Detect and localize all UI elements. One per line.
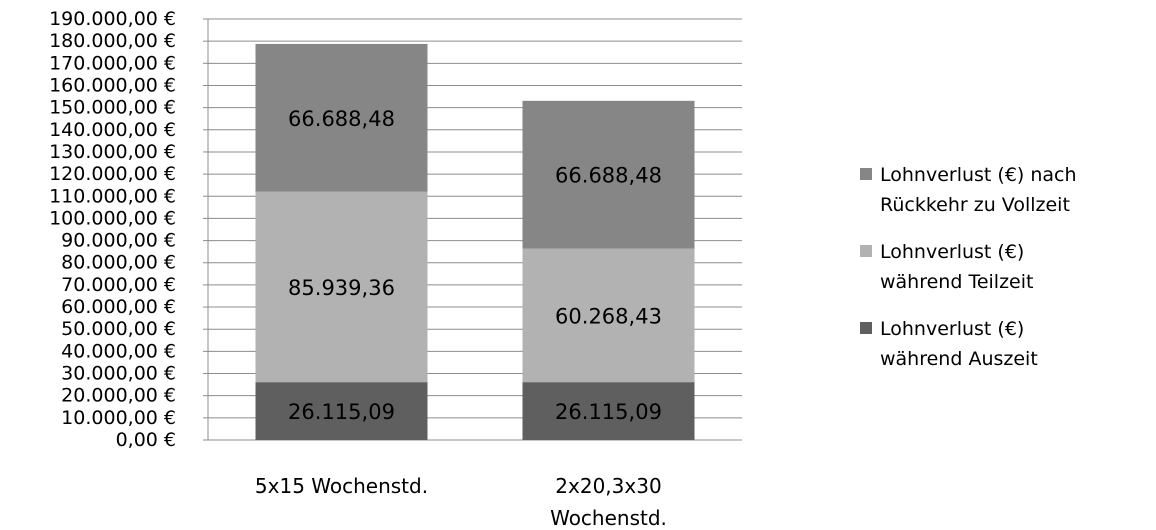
x-tick-label: 2x20,3x30 bbox=[555, 474, 661, 498]
data-label: 26.115,09 bbox=[288, 400, 395, 424]
y-tick-label: 150.000,00 € bbox=[49, 97, 176, 119]
data-label: 26.115,09 bbox=[555, 400, 662, 424]
data-label: 66.688,48 bbox=[555, 164, 662, 188]
bar-segment bbox=[255, 191, 428, 383]
data-label: 60.268,43 bbox=[555, 304, 662, 328]
y-tick-label: 140.000,00 € bbox=[49, 119, 176, 141]
y-tick-label: 20.000,00 € bbox=[61, 385, 176, 407]
legend-label: Lohnverlust (€) bbox=[880, 241, 1024, 263]
y-tick-label: 130.000,00 € bbox=[49, 141, 176, 163]
legend-swatch bbox=[860, 322, 872, 334]
y-tick-label: 0,00 € bbox=[116, 429, 176, 451]
y-axis: 0,00 €10.000,00 €20.000,00 €30.000,00 €4… bbox=[49, 8, 209, 451]
x-tick-label: Wochenstd. bbox=[550, 506, 667, 530]
bar-segment bbox=[255, 382, 428, 440]
y-tick-label: 50.000,00 € bbox=[61, 318, 176, 340]
y-tick-label: 40.000,00 € bbox=[61, 340, 176, 362]
y-tick-label: 30.000,00 € bbox=[61, 363, 176, 385]
legend-label: Lohnverlust (€) bbox=[880, 318, 1024, 340]
legend-label: während Auszeit bbox=[880, 348, 1038, 370]
y-tick-label: 100.000,00 € bbox=[49, 207, 176, 229]
bar-segment bbox=[522, 100, 695, 249]
legend-label: Rückkehr zu Vollzeit bbox=[880, 194, 1070, 216]
legend: Lohnverlust (€) nach Rückkehr zu Vollzeit… bbox=[860, 164, 1077, 370]
y-tick-label: 80.000,00 € bbox=[61, 252, 176, 274]
y-tick-label: 160.000,00 € bbox=[49, 74, 176, 96]
bar-segment bbox=[255, 43, 428, 192]
bar-segment bbox=[522, 382, 695, 440]
y-tick-label: 110.000,00 € bbox=[49, 185, 176, 207]
y-tick-label: 90.000,00 € bbox=[61, 230, 176, 252]
legend-swatch bbox=[860, 245, 872, 257]
data-label: 85.939,36 bbox=[288, 276, 395, 300]
y-tick-label: 120.000,00 € bbox=[49, 163, 176, 185]
data-label: 66.688,48 bbox=[288, 107, 395, 131]
legend-label: während Teilzeit bbox=[880, 271, 1033, 293]
y-tick-label: 10.000,00 € bbox=[61, 407, 176, 429]
y-tick-label: 190.000,00 € bbox=[49, 8, 176, 30]
legend-label: Lohnverlust (€) nach bbox=[880, 164, 1077, 186]
x-tick-label: 5x15 Wochenstd. bbox=[255, 474, 428, 498]
legend-swatch bbox=[860, 168, 872, 180]
y-tick-label: 60.000,00 € bbox=[61, 296, 176, 318]
x-axis: 5x15 Wochenstd. 2x20,3x30 Wochenstd. bbox=[255, 474, 667, 530]
y-tick-label: 70.000,00 € bbox=[61, 274, 176, 296]
y-tick-label: 170.000,00 € bbox=[49, 52, 176, 74]
bars: 26.115,09 85.939,36 66.688,48 26.115,09 60.2… bbox=[255, 43, 695, 440]
y-tick-label: 180.000,00 € bbox=[49, 30, 176, 52]
bar-segment bbox=[522, 248, 695, 383]
